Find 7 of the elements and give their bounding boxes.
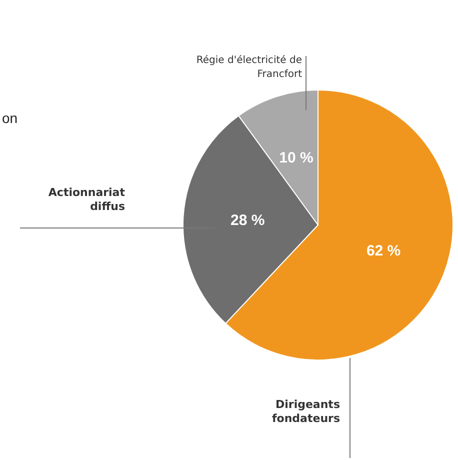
data-label: 28 % [230,212,265,230]
data-label: 10 % [279,149,314,166]
slice-label: Régie d'électricité de Francfort [195,54,302,82]
slice-label: Actionnariat diffus [47,186,125,214]
slice-label: Dirigeants fondateurs [271,398,340,426]
text: on [2,110,18,126]
data-label: 62 % [366,242,401,260]
